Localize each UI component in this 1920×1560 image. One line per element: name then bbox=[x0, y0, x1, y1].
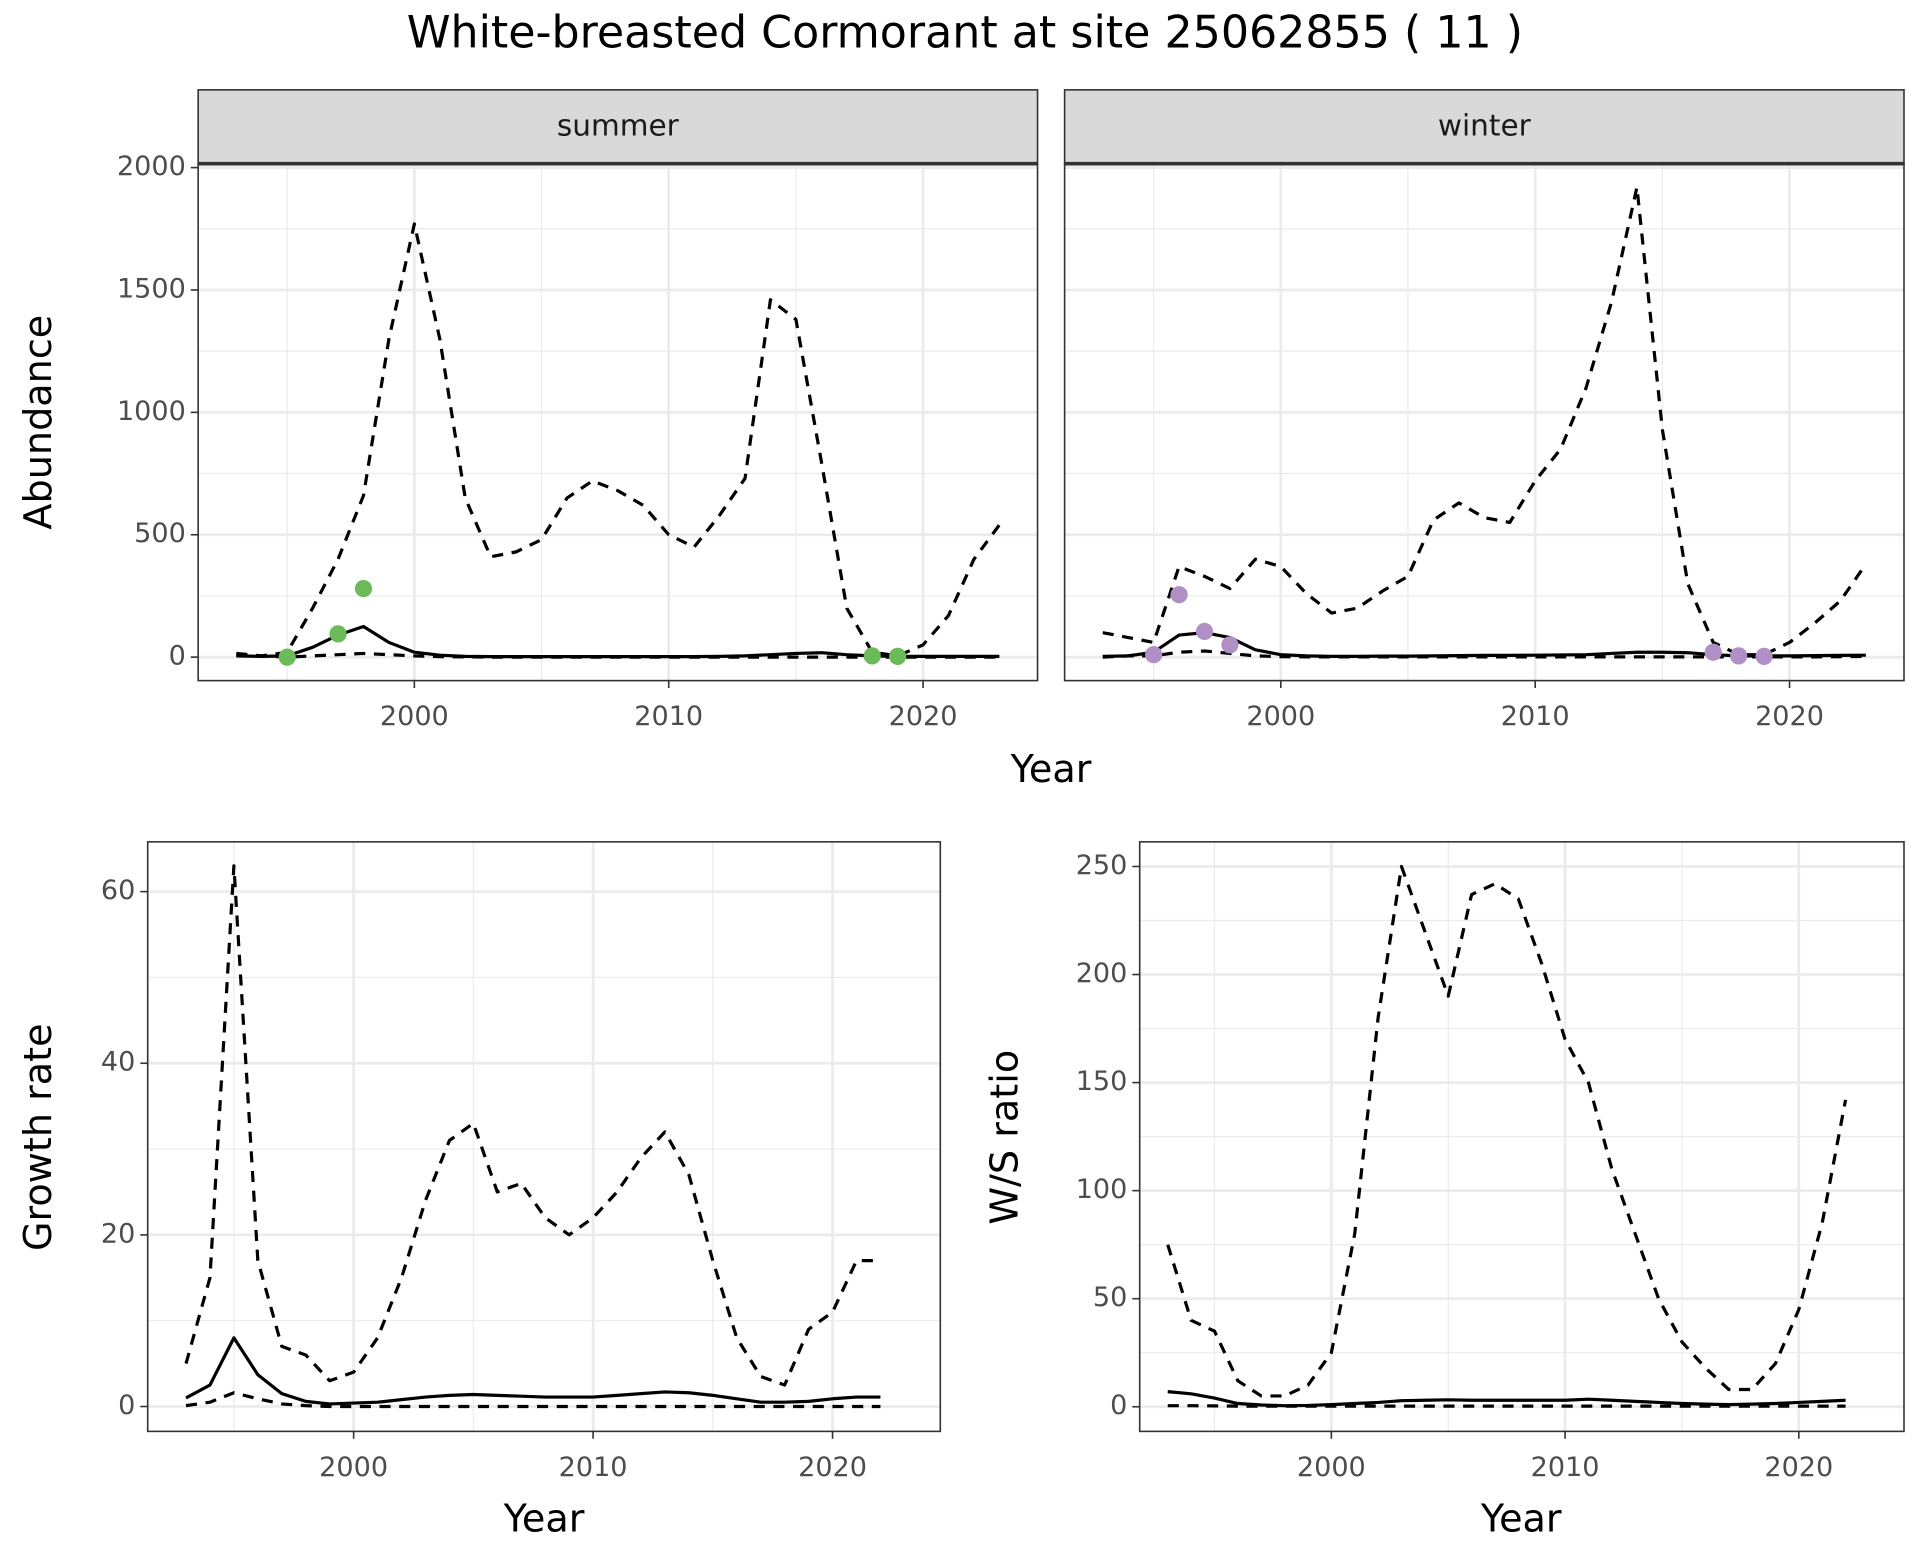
x-axis-title: Year bbox=[1010, 747, 1092, 791]
strip-background bbox=[1063, 89, 1905, 165]
x-tick-label: 2010 bbox=[634, 701, 703, 732]
panel-background bbox=[1064, 163, 1904, 681]
x-tick-label: 2010 bbox=[1501, 701, 1570, 732]
mean-line bbox=[1167, 1390, 1846, 1408]
y-tick-label: 100 bbox=[1076, 1174, 1128, 1205]
count-point bbox=[278, 648, 296, 666]
y-tick-label: 40 bbox=[101, 1047, 135, 1078]
y-axis-title: W/S ratio bbox=[982, 1050, 1026, 1225]
panel-background bbox=[198, 163, 1038, 681]
count-point bbox=[1755, 647, 1773, 665]
y-tick-label: 20 bbox=[101, 1218, 135, 1249]
x-tick-label: 2000 bbox=[1297, 1452, 1366, 1483]
y-tick-label: 0 bbox=[169, 641, 186, 672]
y-tick-label: 0 bbox=[1110, 1390, 1127, 1421]
count-point bbox=[863, 647, 881, 665]
count-point bbox=[1145, 646, 1163, 664]
y-tick-label: 1000 bbox=[117, 396, 186, 427]
y-tick-label: 0 bbox=[118, 1390, 135, 1421]
panel-border bbox=[1138, 841, 1905, 1433]
y-tick-label: 150 bbox=[1076, 1066, 1128, 1097]
count-point bbox=[1704, 643, 1722, 661]
x-tick-label: 2010 bbox=[559, 1452, 628, 1483]
panel-background bbox=[147, 841, 941, 1432]
count-point bbox=[1221, 636, 1239, 654]
count-point bbox=[329, 625, 347, 643]
y-tick-label: 500 bbox=[134, 518, 186, 549]
y-axis-title: Abundance bbox=[16, 315, 60, 530]
y-axis-title: Growth rate bbox=[16, 1023, 60, 1251]
strip-label: summer bbox=[557, 108, 680, 142]
x-tick-label: 2000 bbox=[319, 1452, 388, 1483]
x-tick-label: 2020 bbox=[1755, 701, 1824, 732]
y-tick-label: 60 bbox=[101, 875, 135, 906]
interval-line bbox=[1102, 185, 1868, 657]
y-tick-label: 50 bbox=[1093, 1282, 1127, 1313]
interval-line bbox=[1166, 864, 1848, 1398]
x-tick-label: 2020 bbox=[798, 1452, 867, 1483]
interval-line bbox=[184, 864, 881, 1387]
y-tick-label: 200 bbox=[1076, 958, 1128, 989]
y-tick-label: 250 bbox=[1076, 850, 1128, 881]
interval-line bbox=[236, 222, 1001, 658]
mean-line bbox=[185, 1336, 881, 1406]
x-tick-label: 2000 bbox=[380, 701, 449, 732]
x-tick-label: 2000 bbox=[1246, 701, 1315, 732]
panel-border bbox=[146, 841, 942, 1433]
count-point bbox=[354, 579, 373, 598]
count-point bbox=[1730, 647, 1748, 665]
strip-label: winter bbox=[1438, 108, 1532, 142]
x-tick-label: 2020 bbox=[1764, 1452, 1833, 1483]
count-point bbox=[1170, 586, 1188, 604]
x-tick-label: 2020 bbox=[889, 701, 958, 732]
count-point bbox=[889, 647, 907, 665]
x-axis-title: Year bbox=[1480, 1497, 1562, 1541]
interval-line bbox=[185, 1391, 881, 1409]
strip-background bbox=[197, 89, 1039, 165]
chart-title: White-breasted Cormorant at site 2506285… bbox=[407, 8, 1523, 59]
y-tick-label: 1500 bbox=[117, 273, 186, 304]
x-tick-label: 2010 bbox=[1531, 1452, 1600, 1483]
x-axis-title: Year bbox=[503, 1497, 585, 1541]
y-tick-label: 2000 bbox=[117, 151, 186, 182]
count-point bbox=[1195, 622, 1214, 641]
